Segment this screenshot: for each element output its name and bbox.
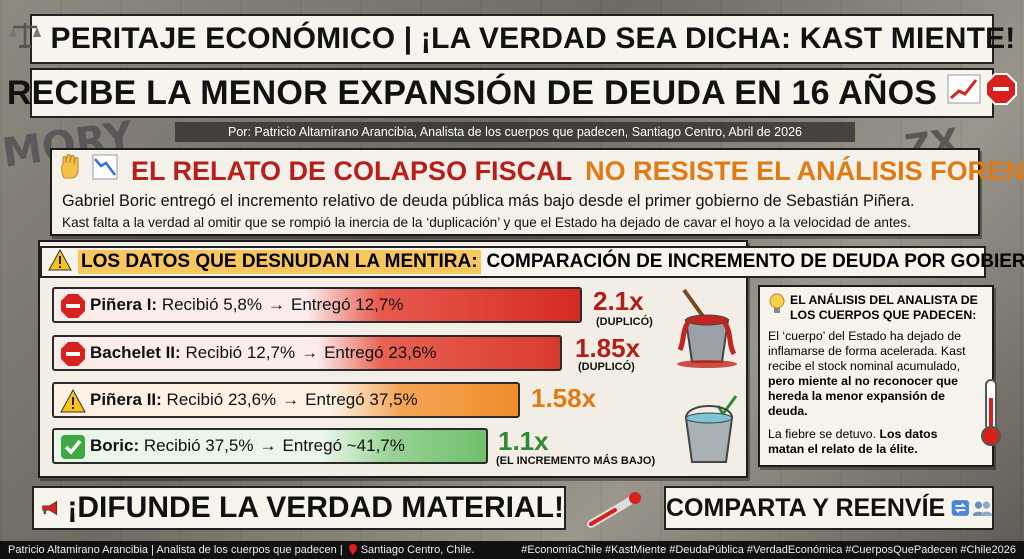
- intro-headline-red: EL RELATO DE COLAPSO FISCAL: [131, 156, 572, 186]
- row4-received: Recibió 37,5%: [143, 436, 254, 455]
- analysis-footer: La fiebre se detuvo. Los datos matan el …: [768, 427, 973, 457]
- row2-arrow: →: [301, 343, 319, 362]
- stop-icon-row1: [61, 294, 85, 318]
- warning-icon-label: [48, 248, 72, 276]
- footer-bar: Patricio Altamirano Arancibia | Analista…: [0, 541, 1024, 559]
- lightbulb-icon: [769, 293, 785, 313]
- cta-left-box[interactable]: ¡DIFUNDE LA VERDAD MATERIAL!: [32, 486, 566, 530]
- row1-note: (DUPLICÓ): [596, 316, 653, 328]
- row3-delivered: Entregó 37,5%: [305, 390, 418, 409]
- analysis-title-row: EL ANÁLISIS DEL ANALISTA DE LOS CUERPOS …: [768, 293, 984, 323]
- analysis-footer-plain: La fiebre se detuvo.: [768, 427, 877, 441]
- row2-multiplier: 1.85x: [575, 333, 641, 363]
- row1-delivered: Entregó 12,7%: [291, 295, 404, 314]
- row2-note: (DUPLICÓ): [578, 361, 635, 373]
- row3-multiplier: 1.58x: [531, 383, 597, 413]
- comparison-label: LOS DATOS QUE DESNUDAN LA MENTIRA: COMPA…: [40, 246, 1024, 278]
- footer-left: Patricio Altamirano Arancibia | Analista…: [8, 544, 343, 556]
- row3-arrow: →: [282, 390, 300, 409]
- title-line-1: PERITAJE ECONÓMICO | ¡LA VERDAD SEA DICH…: [8, 14, 1015, 64]
- row1-received: Recibió 5,8%: [161, 295, 262, 314]
- share-icon: [951, 500, 970, 516]
- row1-arrow: →: [268, 295, 285, 314]
- analysis-body: El ‘cuerpo’ del Estado ha dejado de infl…: [768, 329, 980, 419]
- row-pinera-2: Piñera II: Recibió 23,6% → Entregó 37,5%: [52, 382, 520, 418]
- intro-text-2: Kast falta a la verdad al omitir que se …: [62, 215, 911, 230]
- byline-box: Por: Patricio Altamirano Arancibia, Anal…: [175, 122, 855, 142]
- byline: Por: Patricio Altamirano Arancibia, Anal…: [228, 125, 802, 139]
- hand-icon: [58, 154, 84, 187]
- footer-hashtags: #EconomíaChile #KastMiente #DeudaPública…: [521, 544, 1016, 556]
- row2-received: Recibió 12,7%: [185, 343, 296, 362]
- title-line-2: RECIBE LA MENOR EXPANSIÓN DE DEUDA EN 16…: [7, 68, 1018, 118]
- title-text-2: RECIBE LA MENOR EXPANSIÓN DE DEUDA EN 16…: [6, 73, 938, 112]
- broken-thermometer-icon: [587, 492, 641, 528]
- row4-arrow: →: [259, 436, 277, 455]
- comparison-label-highlight: LOS DATOS QUE DESNUDAN LA MENTIRA:: [78, 250, 481, 274]
- row2-delivered: Entregó 23,6%: [324, 343, 437, 362]
- intro-panel: EL RELATO DE COLAPSO FISCAL NO RESISTE E…: [50, 148, 1024, 236]
- row1-multiplier: 2.1x: [593, 286, 644, 316]
- warning-icon-row3: [60, 388, 86, 413]
- title-text-1: PERITAJE ECONÓMICO | ¡LA VERDAD SEA DICH…: [50, 22, 1016, 55]
- row-bachelet-2: Bachelet II: Recibió 12,7% → Entregó 23,…: [52, 335, 562, 371]
- row1-gov: Piñera I:: [90, 295, 158, 314]
- row4-multiplier: 1.1x: [498, 426, 549, 456]
- empty-bucket-icon: [684, 395, 738, 463]
- footer-location: Santiago Centro, Chile.: [360, 544, 475, 556]
- row3-gov: Piñera II:: [90, 390, 162, 409]
- stop-icon: [985, 72, 1018, 114]
- intro-headline-orange: NO RESISTE EL ANÁLISIS FORENSE: [585, 156, 1024, 186]
- location-pin-icon: [348, 544, 357, 555]
- check-icon-row4: [61, 435, 85, 459]
- cta-left-text: ¡DIFUNDE LA VERDAD MATERIAL!: [67, 491, 564, 524]
- chart-up-icon: [947, 74, 981, 113]
- scales-icon: [8, 20, 41, 58]
- analysis-panel: EL ANÁLISIS DEL ANALISTA DE LOS CUERPOS …: [758, 285, 994, 467]
- intro-text-1: Gabriel Boric entregó el incremento rela…: [62, 192, 915, 210]
- stop-icon-row2: [61, 342, 85, 366]
- row-pinera-1: Piñera I: Recibió 5,8% → Entregó 12,7%: [52, 287, 582, 323]
- row2-gov: Bachelet II:: [90, 343, 181, 362]
- analysis-body-bold: pero miente al no reconocer que hereda l…: [768, 374, 958, 418]
- analysis-title: EL ANÁLISIS DEL ANALISTA DE LOS CUERPOS …: [790, 293, 978, 322]
- megaphone-icon: [42, 500, 58, 516]
- row3-received: Recibió 23,6%: [166, 390, 277, 409]
- row4-gov: Boric:: [90, 436, 140, 455]
- chart-down-icon: [92, 154, 118, 187]
- analysis-body-plain: El ‘cuerpo’ del Estado ha dejado de infl…: [768, 329, 966, 373]
- analysis-footer-bold: Los datos matan el relato de la élite.: [768, 427, 938, 456]
- intro-headline: EL RELATO DE COLAPSO FISCAL NO RESISTE E…: [58, 154, 1024, 187]
- comparison-label-rest: COMPARACIÓN DE INCREMENTO DE DEUDA POR G…: [486, 251, 1024, 272]
- row4-delivered: Entregó ~41,7%: [282, 436, 405, 455]
- row4-note: (EL INCREMENTO MÁS BAJO): [496, 455, 656, 467]
- cta-right-text: COMPARTA Y REENVÍE: [666, 493, 946, 522]
- row-boric: Boric: Recibió 37,5% → Entregó ~41,7%: [52, 428, 488, 464]
- cta-right-box[interactable]: COMPARTA Y REENVÍE: [664, 486, 994, 530]
- overflowing-bucket-icon: [677, 288, 737, 368]
- thermometer-icon: [981, 379, 1001, 446]
- people-icon: [972, 501, 992, 516]
